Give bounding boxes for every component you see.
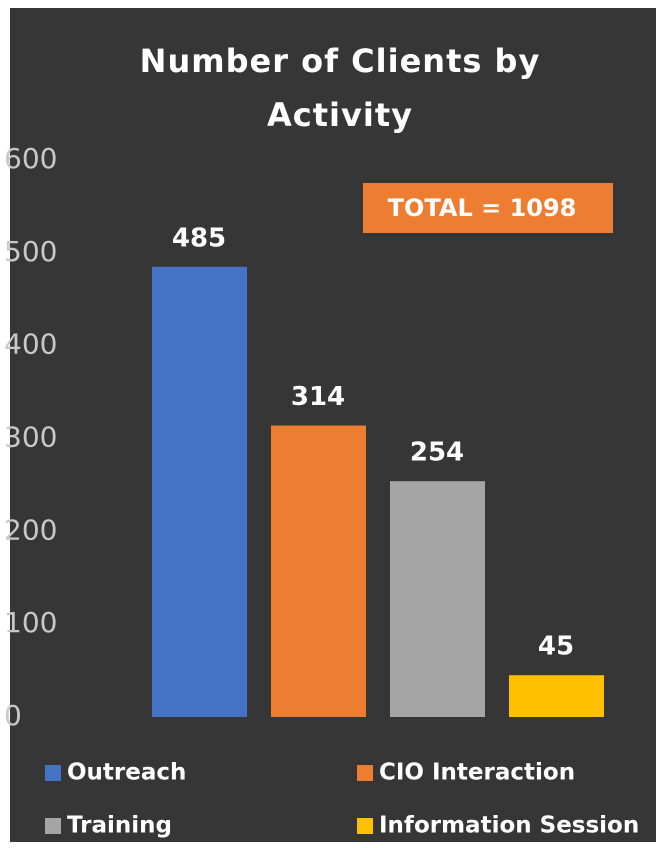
legend-label: Outreach (67, 760, 186, 786)
legend-label: Training (67, 813, 172, 839)
annotation: TOTAL = 1098 (388, 194, 577, 222)
data-label: 314 (291, 382, 345, 412)
y-tick-label: 300 (4, 421, 57, 454)
y-tick-label: 0 (4, 699, 22, 732)
data-label: 45 (538, 632, 574, 662)
y-tick-label: 400 (4, 328, 57, 361)
bar (152, 266, 247, 717)
chart-title: Number of Clients by Activity (139, 42, 541, 134)
legend-swatch (357, 818, 373, 834)
y-tick-label: 200 (4, 513, 57, 546)
legend-swatch (45, 765, 61, 781)
data-label: 485 (172, 223, 226, 253)
bar (271, 425, 366, 717)
legend-label: CIO Interaction (379, 760, 575, 786)
y-tick-label: 100 (4, 606, 57, 639)
legend-label: Information Session (379, 813, 639, 839)
y-tick-label: 600 (4, 142, 57, 175)
data-label: 254 (410, 438, 464, 468)
legend-swatch (357, 765, 373, 781)
legend-swatch (45, 818, 61, 834)
y-tick-label: 500 (4, 235, 57, 268)
annotation-box (363, 183, 613, 233)
bar (509, 675, 604, 717)
bar (390, 481, 485, 717)
